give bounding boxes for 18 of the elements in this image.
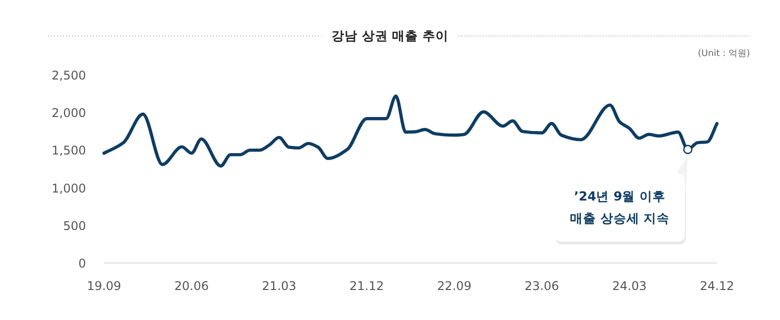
x-tick-label: 21.12 (350, 279, 384, 293)
x-tick-label: 24.12 (700, 279, 734, 293)
x-tick-label: 21.03 (262, 279, 296, 293)
y-tick-label: 2,000 (52, 106, 86, 120)
x-tick-label: 20.06 (174, 279, 209, 293)
x-tick-label: 22.09 (437, 279, 472, 293)
chart-title: 강남 상권 매출 추이 (331, 28, 449, 43)
title: 강남 상권 매출 추이 (48, 28, 750, 43)
x-tick-label: 19.09 (86, 279, 122, 293)
y-tick-label: 1,500 (52, 144, 86, 158)
text: (Unit : 억원) (698, 49, 750, 59)
y-tick-label: 1,000 (52, 181, 86, 196)
x-tick-label: 24.03 (612, 279, 647, 293)
y-tick-label: 500 (63, 218, 86, 233)
y-tick-label: 2,500 (52, 68, 86, 82)
annotation: ’24년 9월 이후 매출 상승세 지속 (570, 188, 670, 226)
x-tick-label: 23.06 (524, 279, 560, 293)
y-tick-label: 0 (78, 256, 86, 270)
